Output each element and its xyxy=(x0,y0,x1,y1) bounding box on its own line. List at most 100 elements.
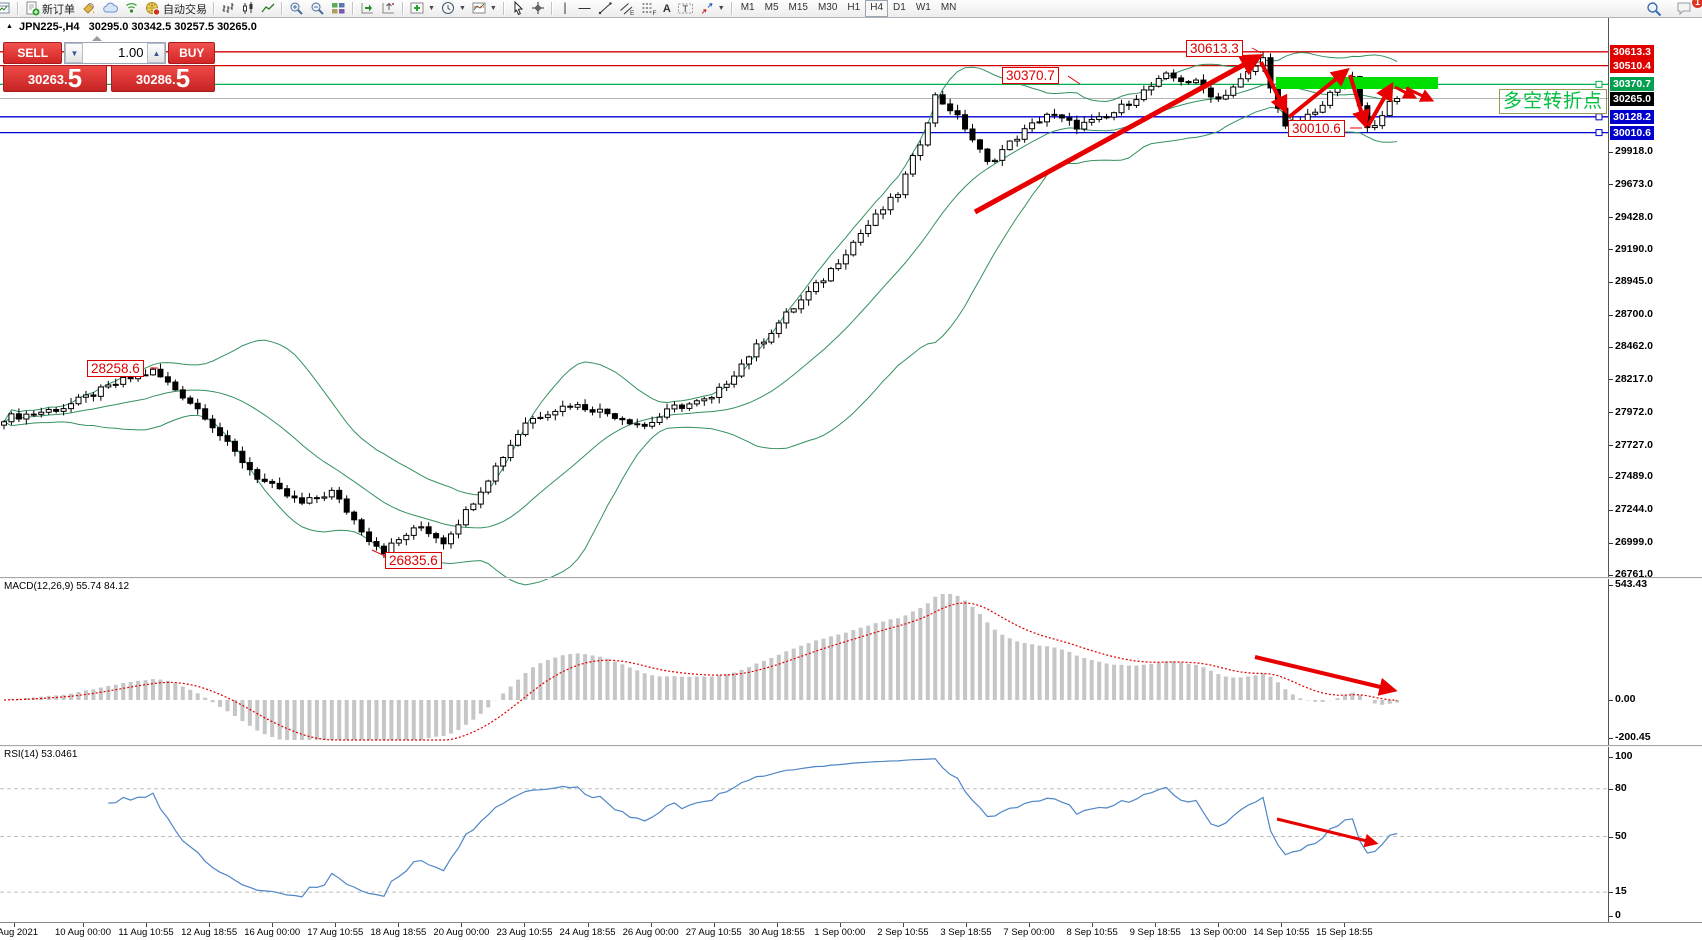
vertical-line-tool[interactable] xyxy=(556,1,574,16)
candle-body xyxy=(544,414,551,418)
timeframe-H4[interactable]: H4 xyxy=(865,0,889,17)
timeframe-D1[interactable]: D1 xyxy=(893,2,906,13)
candle-body xyxy=(1088,118,1095,123)
collapse-caret-icon[interactable] xyxy=(92,36,102,41)
timeframe-MN[interactable]: MN xyxy=(940,2,957,13)
price-tick-mark xyxy=(1609,281,1613,283)
candle-body xyxy=(448,533,454,545)
chart-window-icon[interactable] xyxy=(0,1,14,16)
timeframe-H1[interactable]: H1 xyxy=(847,2,861,13)
candle-body xyxy=(626,419,633,425)
new-order-button[interactable]: 新订单 xyxy=(22,1,78,16)
text-label-tool[interactable]: T xyxy=(674,1,697,16)
candle-body xyxy=(1006,140,1013,151)
candle-body xyxy=(231,440,238,452)
candle-body xyxy=(410,527,417,536)
candle-body xyxy=(1014,138,1021,142)
chat-bubble-icon xyxy=(1677,2,1691,16)
notification-badge: 1 xyxy=(1691,0,1702,8)
time-label: 17 Aug 10:55 xyxy=(307,927,364,938)
rsi-tick: 15 xyxy=(1615,885,1627,898)
time-label: 16 Aug 00:00 xyxy=(244,927,301,938)
candle-body xyxy=(68,403,75,410)
candle-body xyxy=(53,408,60,412)
template-button[interactable]: ▼ xyxy=(469,1,500,16)
buy-price-panel[interactable]: 30286. 5 xyxy=(111,65,215,92)
level-line-marker xyxy=(1595,80,1603,88)
timeframe-M15[interactable]: M15 xyxy=(788,2,808,13)
candle-body xyxy=(418,526,425,529)
candle-body xyxy=(537,416,544,419)
time-axis[interactable]: 6 Aug 2021 10 Aug 00:00 11 Aug 10:55 12 Aug… xyxy=(0,922,1702,940)
price-level-label: 30510.4 xyxy=(1610,58,1654,73)
equidistant-channel-tool[interactable]: E xyxy=(616,1,638,16)
time-tick-mark xyxy=(1218,923,1220,927)
crosshair-tool[interactable] xyxy=(528,1,548,16)
candle-body xyxy=(1185,81,1192,84)
candle-body xyxy=(470,503,477,511)
autoscroll-icon[interactable] xyxy=(357,1,378,16)
volume-value[interactable]: 1.00 xyxy=(118,45,144,60)
time-tick-mark xyxy=(83,923,84,927)
signal-icon[interactable] xyxy=(121,1,142,16)
cloud-icon[interactable] xyxy=(99,1,121,16)
price-axis[interactable]: 29918.0 29673.0 29428.0 29190.0 28945.0 28700… xyxy=(1608,17,1702,922)
sell-price-panel[interactable]: 30263. 5 xyxy=(3,65,107,92)
timeframe-M1[interactable]: M1 xyxy=(740,2,755,13)
candle-body xyxy=(82,394,89,398)
buy-button[interactable]: BUY xyxy=(168,42,216,64)
rsi-panel-separator[interactable] xyxy=(0,745,1702,747)
level-line-marker xyxy=(1595,113,1603,121)
tile-windows-icon[interactable] xyxy=(328,1,349,16)
candle-body xyxy=(30,413,37,416)
toolbar: 新订单 自动交易 xyxy=(0,0,1702,18)
trend-arrow xyxy=(973,54,1264,215)
candle-body xyxy=(15,413,22,420)
add-indicator-button[interactable]: ▼ xyxy=(407,1,438,16)
trendline-tool[interactable] xyxy=(595,1,616,16)
candle-body xyxy=(23,413,30,420)
candle-body xyxy=(731,375,738,385)
zoom-out-icon[interactable] xyxy=(307,1,328,16)
timeframe-W1[interactable]: W1 xyxy=(915,2,931,13)
chart-shift-icon[interactable] xyxy=(378,1,399,16)
candle-body xyxy=(1103,116,1110,119)
line-chart-icon[interactable] xyxy=(258,1,278,16)
candle-body xyxy=(1111,112,1118,118)
autotrade-button[interactable]: 自动交易 xyxy=(142,1,210,16)
candle-body xyxy=(403,534,410,541)
timeframe-M30[interactable]: M30 xyxy=(817,2,838,13)
buy-price-big-digit: 5 xyxy=(175,63,191,93)
notifications-button[interactable]: 1 xyxy=(1673,0,1702,16)
candle-body xyxy=(284,488,291,497)
time-tick-mark xyxy=(1155,923,1157,927)
candle-body xyxy=(492,465,499,482)
candlestick-chart-icon[interactable] xyxy=(238,1,258,16)
fibonacci-tool[interactable]: F xyxy=(638,1,660,16)
bar-chart-icon[interactable] xyxy=(218,1,238,16)
zoom-in-icon[interactable] xyxy=(286,1,307,16)
timeframe-M5[interactable]: M5 xyxy=(764,2,779,13)
candle-body xyxy=(1066,117,1073,121)
macd-panel-separator[interactable] xyxy=(0,577,1702,579)
arrows-tool[interactable]: ▼ xyxy=(697,1,728,16)
period-clock-button[interactable]: ▼ xyxy=(438,1,469,16)
volume-increase-button[interactable]: ▲ xyxy=(147,43,166,63)
volume-decrease-button[interactable]: ▼ xyxy=(65,43,84,63)
candle-body xyxy=(1096,116,1103,120)
time-tick-mark xyxy=(1344,923,1346,927)
price-tick-mark xyxy=(1609,346,1613,348)
candle-body xyxy=(254,469,261,480)
cursor-tool[interactable] xyxy=(508,1,528,16)
search-icon[interactable] xyxy=(1643,1,1665,16)
candle-body xyxy=(1379,115,1386,127)
price-level-label: 30010.6 xyxy=(1610,125,1654,140)
candle-body xyxy=(276,482,283,490)
candle-body xyxy=(45,408,52,413)
paint-bucket-icon[interactable] xyxy=(78,1,99,16)
text-tool[interactable]: A xyxy=(660,1,674,16)
sell-button[interactable]: SELL xyxy=(3,42,63,64)
horizontal-line-tool[interactable] xyxy=(574,1,595,16)
candle-body xyxy=(164,376,171,383)
